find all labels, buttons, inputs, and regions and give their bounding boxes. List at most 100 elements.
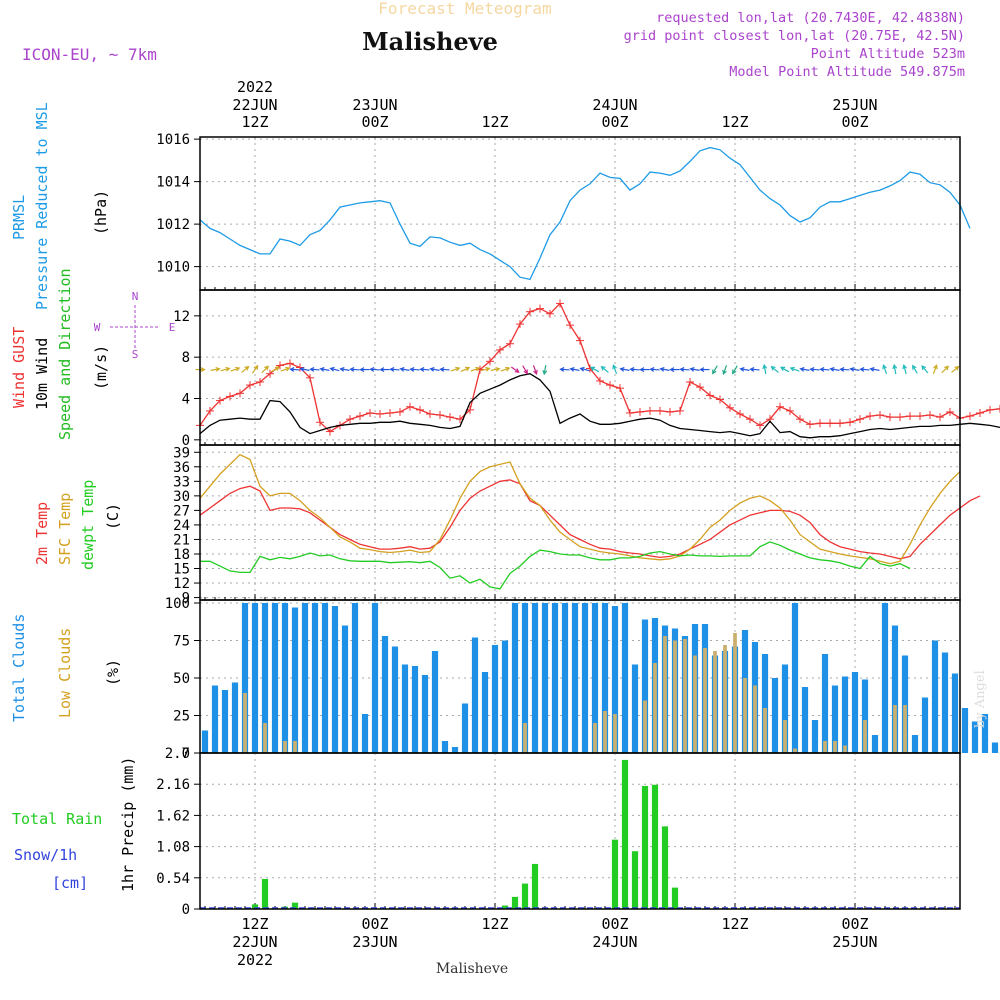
total-clouds-bar: [891, 625, 899, 753]
y-tick-label: 24: [173, 518, 190, 534]
compass-e: E: [169, 321, 176, 334]
gust-marker: [806, 420, 814, 429]
low-clouds-bar: [713, 651, 717, 753]
total-clouds-bar: [861, 679, 869, 753]
y-tick-label: 15: [173, 562, 190, 578]
low-clouds-bar: [293, 741, 297, 753]
header-title: Malisheve: [362, 27, 498, 56]
gust-marker: [796, 415, 804, 424]
low-clouds-bar: [793, 748, 797, 753]
arrow-shaft: [601, 366, 609, 373]
bottom-axis-label: 00Z: [361, 915, 388, 933]
gust-marker: [886, 413, 894, 422]
wind-direction-arrow: [542, 365, 548, 376]
gust-marker: [356, 412, 364, 421]
temp-title-2: SFC Temp: [56, 493, 74, 565]
total-clouds-bar: [591, 603, 599, 753]
panel-pressure: 1010 1012 1014 1016: [156, 132, 971, 291]
low-clouds-bar: [893, 705, 897, 753]
series-2m-temp: [199, 479, 981, 560]
total-clouds-bar: [851, 672, 859, 753]
rain-label: Total Rain: [12, 810, 102, 828]
total-clouds-bar: [331, 606, 339, 753]
total-clouds-bar: [471, 637, 479, 753]
header-model-altitude: Model Point Altitude 549.875m: [729, 64, 965, 80]
gust-marker: [366, 408, 374, 417]
total-clouds-bar: [301, 603, 309, 753]
gust-marker: [496, 345, 504, 354]
total-clouds-bar: [881, 603, 889, 753]
wind-direction-arrow: [789, 366, 800, 372]
arrow-shaft: [420, 368, 430, 371]
low-clouds-bar: [723, 645, 727, 753]
header-model: ICON-EU, ~ 7km: [22, 45, 157, 64]
low-clouds-bar: [843, 745, 847, 753]
panel-clouds: 0 25 50 75 100: [165, 596, 999, 762]
arrow-head: [629, 367, 635, 372]
arrow-shaft: [510, 366, 520, 373]
arrow-head: [455, 366, 461, 372]
arrow-head: [829, 366, 835, 372]
arrow-shaft: [732, 365, 738, 374]
gust-marker: [546, 309, 554, 318]
arrow-shaft: [750, 368, 760, 371]
total-clouds-bar: [581, 603, 589, 753]
arrow-shaft: [390, 368, 400, 371]
bottom-axis-label: 22JUN: [232, 933, 277, 951]
gust-marker: [756, 421, 764, 430]
total-clouds-bar: [371, 603, 379, 753]
arrow-shaft: [712, 365, 718, 374]
gust-marker: [426, 410, 434, 418]
low-clouds-bar: [693, 655, 697, 753]
wind-direction-arrow: [732, 365, 738, 375]
total-clouds-bar: [311, 603, 319, 753]
arrow-head: [274, 366, 280, 372]
gust-marker: [566, 321, 574, 330]
top-axis-hour: 00Z: [601, 113, 628, 131]
arrow-shaft: [763, 365, 767, 375]
arrow-shaft: [580, 367, 590, 372]
wind-title-1: Wind GUST: [10, 327, 28, 408]
total-clouds-bar: [501, 640, 509, 753]
gust-marker: [276, 361, 284, 370]
gust-marker: [686, 377, 694, 386]
gust-marker: [676, 406, 684, 415]
y-tick-label: 1010: [156, 260, 190, 276]
low-clouds-bar: [523, 723, 527, 753]
wind-direction-arrow: [629, 367, 640, 372]
y-tick-label: 75: [173, 634, 190, 650]
top-axis-date: 23JUN: [352, 96, 397, 114]
gust-marker: [246, 381, 254, 390]
top-axis-date: 22JUN: [232, 96, 277, 114]
y-tick-label: 39: [173, 445, 190, 461]
wind-direction-arrow: [749, 367, 760, 372]
low-clouds-bar: [653, 663, 657, 753]
series-prmsl: [199, 146, 971, 281]
arrow-head: [722, 369, 727, 375]
gust-marker: [816, 419, 824, 428]
temp-ylabel: (C): [104, 503, 122, 530]
y-tick-label: 2.16: [156, 777, 190, 793]
arrow-shaft: [630, 368, 640, 371]
gust-marker: [396, 407, 404, 416]
y-tick-label: 1012: [156, 217, 190, 233]
total-clouds-bar: [461, 703, 469, 753]
arrow-shaft: [230, 367, 240, 372]
gust-marker: [516, 320, 524, 329]
wind-direction-arrow: [261, 365, 270, 374]
total-clouds-bar: [951, 673, 959, 753]
arrow-head: [762, 363, 768, 370]
gust-marker: [486, 357, 494, 366]
bottom-axis-label: 24JUN: [592, 933, 637, 951]
arrow-head: [253, 364, 259, 370]
total-clouds-bar: [351, 603, 359, 753]
arrow-shaft: [370, 368, 380, 371]
total-clouds-bar: [641, 619, 649, 753]
rain-bar: [511, 896, 519, 909]
low-clouds-bar: [903, 705, 907, 753]
wind-direction-arrow: [859, 367, 870, 372]
gust-marker: [696, 383, 704, 392]
wind-direction-arrow: [669, 367, 680, 373]
low-clouds-bar: [783, 720, 787, 753]
